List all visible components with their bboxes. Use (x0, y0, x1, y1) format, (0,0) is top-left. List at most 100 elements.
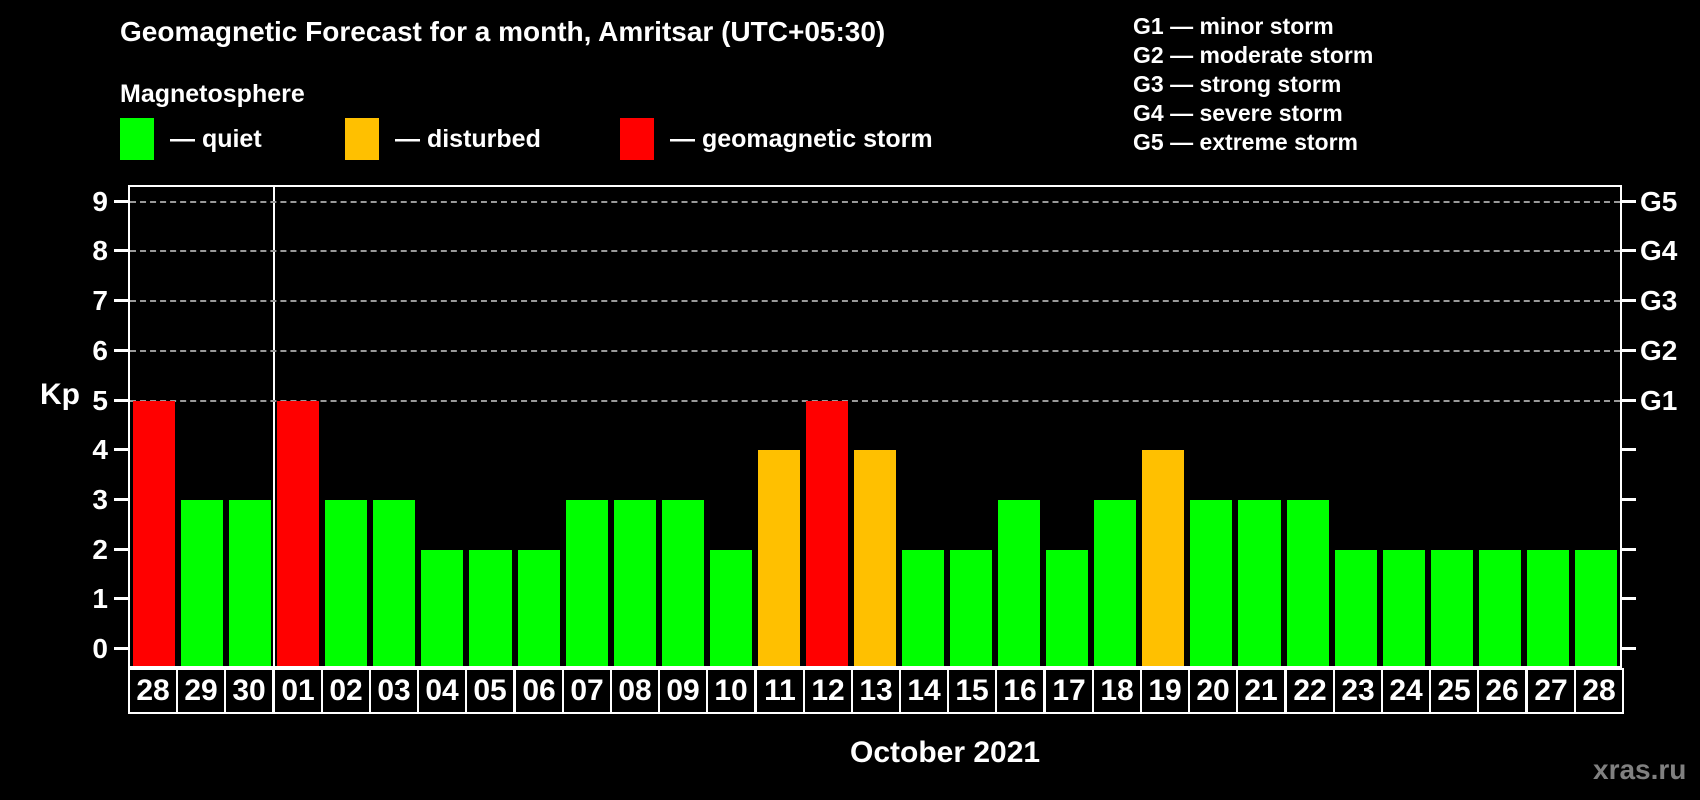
kp-bar-day-12 (805, 400, 848, 666)
left-tick-1 (114, 597, 128, 601)
y-tick-label-1: 1 (92, 583, 108, 615)
day-label-cell: 03 (369, 668, 419, 714)
kp-bar-day-01 (277, 400, 320, 666)
kp-bar-day-18 (1094, 499, 1137, 666)
kp-bar-day-15 (950, 549, 993, 666)
day-label-cell: 17 (1044, 668, 1094, 714)
gridline-kp9 (130, 200, 1620, 203)
plot-area (114, 185, 1636, 668)
kp-bar-day-14 (902, 549, 945, 666)
kp-bar-day-28 (133, 400, 176, 666)
quiet-color-swatch (120, 118, 154, 160)
day-label-cell: 16 (995, 668, 1045, 714)
right-tick-2 (1622, 547, 1636, 551)
y-tick-label-7: 7 (92, 285, 108, 317)
left-tick-6 (114, 348, 128, 352)
g-scale-axis-labels: G1 G2 G3 G4 G5 (1640, 186, 1700, 670)
g-scale-legend: G1 — minor storm G2 — moderate storm G3 … (1133, 12, 1373, 157)
kp-bar-day-29 (181, 499, 224, 666)
day-label-cell: 10 (706, 668, 756, 714)
g4-legend-line: G4 — severe storm (1133, 100, 1343, 126)
left-tick-9 (114, 199, 128, 203)
storm-color-swatch (620, 118, 654, 160)
day-label-cell: 26 (1477, 668, 1527, 714)
day-label-cell: 22 (1285, 668, 1335, 714)
g-axis-label-g2: G2 (1640, 334, 1678, 366)
day-label-cell: 23 (1333, 668, 1383, 714)
gridline-kp8 (130, 250, 1620, 253)
gridline-kp7 (130, 300, 1620, 303)
kp-bar-day-23 (1334, 549, 1377, 666)
kp-bar-day-05 (469, 549, 512, 666)
g3-legend-line: G3 — strong storm (1133, 71, 1342, 97)
legend-item-storm: — geomagnetic storm (620, 118, 933, 160)
right-tick-0 (1622, 647, 1636, 650)
g2-legend-line: G2 — moderate storm (1133, 42, 1374, 68)
left-tick-3 (114, 497, 128, 501)
day-label-cell: 14 (899, 668, 949, 714)
x-axis-title: October 2021 (850, 736, 1041, 769)
x-axis-day-labels: 28 29 30 01 02 03 04 05 06 07 08 09 10 11 12 13 14 15 16 17… (128, 668, 1624, 714)
legend-item-quiet: — quiet (120, 118, 262, 160)
kp-bar-day-07 (565, 499, 608, 666)
day-label-cell: 02 (321, 668, 371, 714)
day-label-cell: 29 (176, 668, 226, 714)
kp-bar-day-16 (998, 499, 1041, 666)
kp-bar-day-25 (1430, 549, 1473, 666)
y-tick-label-4: 4 (92, 434, 108, 466)
kp-bar-day-09 (661, 499, 704, 666)
kp-bar-day-08 (613, 499, 656, 666)
day-label-cell: 06 (514, 668, 564, 714)
day-label-cell: 19 (1140, 668, 1190, 714)
kp-bar-day-20 (1190, 499, 1233, 666)
kp-bar-day-06 (517, 549, 560, 666)
right-tick-1 (1622, 597, 1636, 601)
day-label-cell: 15 (947, 668, 997, 714)
y-tick-label-3: 3 (92, 483, 108, 515)
left-tick-4 (114, 448, 128, 452)
right-tick-8 (1622, 249, 1636, 253)
g5-legend-line: G5 — extreme storm (1133, 129, 1358, 155)
g-axis-label-g1: G1 (1640, 384, 1678, 416)
legend-label-disturbed: — disturbed (395, 124, 541, 153)
left-tick-8 (114, 249, 128, 253)
left-tick-2 (114, 547, 128, 551)
chart-subtitle: Magnetosphere (120, 80, 305, 108)
left-tick-7 (114, 299, 128, 303)
day-label-cell: 21 (1236, 668, 1286, 714)
kp-bar-day-17 (1046, 549, 1089, 666)
day-label-cell: 28 (128, 668, 178, 714)
right-tick-9 (1622, 199, 1636, 203)
page-title: Geomagnetic Forecast for a month, Amrits… (120, 16, 886, 47)
day-label-cell: 24 (1381, 668, 1431, 714)
left-tick-0 (114, 647, 128, 650)
day-label-cell: 09 (658, 668, 708, 714)
y-tick-label-9: 9 (92, 185, 108, 217)
legend-item-disturbed: — disturbed (345, 118, 541, 160)
y-tick-label-2: 2 (92, 533, 108, 565)
right-tick-3 (1622, 497, 1636, 501)
day-label-cell: 28 (1574, 668, 1624, 714)
y-tick-label-0: 0 (92, 633, 108, 664)
kp-bar-day-10 (709, 549, 752, 666)
disturbed-color-swatch (345, 118, 379, 160)
kp-bar-day-24 (1382, 549, 1425, 666)
day-label-cell: 27 (1526, 668, 1576, 714)
kp-bar-day-30 (229, 499, 272, 666)
day-label-cell: 25 (1429, 668, 1479, 714)
kp-bar-day-26 (1478, 549, 1521, 666)
legend-label-quiet: — quiet (170, 124, 262, 153)
day-label-cell: 08 (610, 668, 660, 714)
kp-bar-day-03 (373, 499, 416, 666)
legend-label-storm: — geomagnetic storm (670, 124, 933, 153)
day-label-cell: 20 (1188, 668, 1238, 714)
kp-bar-day-04 (421, 549, 464, 666)
kp-bar-day-13 (853, 450, 897, 666)
kp-bar-day-21 (1238, 499, 1281, 666)
g-axis-label-g3: G3 (1640, 285, 1678, 317)
month-boundary-line (273, 187, 276, 666)
y-axis-title: Kp (40, 378, 80, 411)
g-axis-label-g4: G4 (1640, 235, 1678, 267)
kp-bar-day-28 (1574, 549, 1617, 666)
right-tick-6 (1622, 348, 1636, 352)
